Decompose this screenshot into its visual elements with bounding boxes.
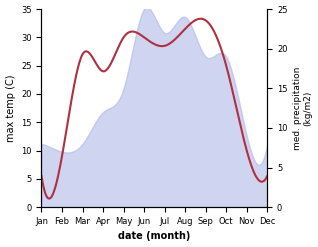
Y-axis label: med. precipitation
(kg/m2): med. precipitation (kg/m2) xyxy=(293,66,313,150)
Y-axis label: max temp (C): max temp (C) xyxy=(5,74,16,142)
X-axis label: date (month): date (month) xyxy=(118,231,190,242)
